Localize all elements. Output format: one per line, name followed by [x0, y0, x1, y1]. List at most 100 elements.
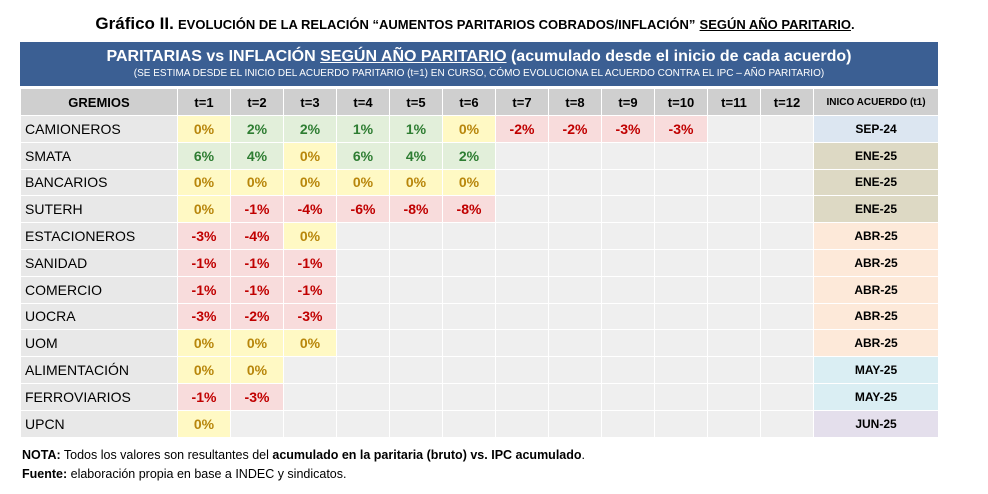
empty-cell [336, 382, 390, 411]
fuente-label: Fuente: [22, 467, 68, 481]
value-cell: 0% [177, 409, 231, 438]
column-header: t=3 [283, 88, 337, 116]
empty-cell [601, 275, 655, 304]
empty-cell [601, 222, 655, 250]
empty-cell [707, 248, 761, 277]
empty-cell [760, 409, 814, 438]
value-cell: -2% [495, 115, 549, 143]
inicio-acuerdo-cell: MAY-25 [813, 382, 939, 411]
empty-cell [654, 222, 708, 250]
value-cell: -3% [177, 222, 231, 250]
empty-cell [601, 409, 655, 438]
empty-cell [283, 409, 337, 438]
empty-cell [760, 248, 814, 277]
empty-cell [760, 195, 814, 224]
inicio-acuerdo-cell: ABR-25 [813, 329, 939, 358]
empty-cell [389, 302, 443, 331]
gremio-label: ALIMENTACIÓN [20, 356, 178, 384]
empty-cell [601, 356, 655, 384]
empty-cell [760, 222, 814, 250]
empty-cell [495, 302, 549, 331]
empty-cell [707, 141, 761, 170]
empty-cell [548, 195, 602, 224]
gremio-label: UOM [20, 329, 178, 358]
value-cell: 0% [283, 141, 337, 170]
empty-cell [760, 168, 814, 197]
banner-subtitle: (SE ESTIMA DESDE EL INICIO DEL ACUERDO P… [133, 68, 825, 79]
empty-cell [601, 302, 655, 331]
empty-cell [601, 382, 655, 411]
column-header: t=7 [495, 88, 549, 116]
empty-cell [760, 356, 814, 384]
value-cell: 4% [230, 141, 284, 170]
value-cell: -1% [230, 275, 284, 304]
column-header: t=10 [654, 88, 708, 116]
value-cell: -2% [230, 302, 284, 331]
empty-cell [760, 115, 814, 143]
value-cell: 0% [389, 168, 443, 197]
nota-bold1: acumulado en la paritaria (bruto) [272, 448, 467, 462]
value-cell: 0% [442, 115, 496, 143]
inicio-acuerdo-cell: ABR-25 [813, 302, 939, 331]
empty-cell [654, 248, 708, 277]
empty-cell [601, 195, 655, 224]
empty-cell [548, 248, 602, 277]
empty-cell [654, 195, 708, 224]
figure-title: Gráfico II. EVOLUCIÓN DE LA RELACIÓN “AU… [0, 14, 950, 34]
empty-cell [654, 329, 708, 358]
value-cell: 0% [177, 356, 231, 384]
column-header: t=5 [389, 88, 443, 116]
value-cell: 1% [389, 115, 443, 143]
empty-cell [707, 356, 761, 384]
empty-cell [230, 409, 284, 438]
nota-label: NOTA: [22, 448, 61, 462]
empty-cell [707, 382, 761, 411]
nota-end: . [581, 448, 585, 462]
gremio-label: FERROVIARIOS [20, 382, 178, 411]
empty-cell [601, 248, 655, 277]
empty-cell [548, 275, 602, 304]
inicio-acuerdo-cell: ABR-25 [813, 222, 939, 250]
gremio-label: SMATA [20, 141, 178, 170]
value-cell: -3% [601, 115, 655, 143]
column-header: t=2 [230, 88, 284, 116]
empty-cell [495, 329, 549, 358]
value-cell: 0% [230, 168, 284, 197]
value-cell: 0% [283, 329, 337, 358]
empty-cell [760, 329, 814, 358]
table-row: ALIMENTACIÓN 0% 0% MAY-25 [20, 356, 939, 384]
empty-cell [495, 222, 549, 250]
value-cell: -4% [283, 195, 337, 224]
table-row: SMATA 6% 4% 0% 6% 4% 2% ENE-25 [20, 141, 939, 170]
nota-line: NOTA: Todos los valores son resultantes … [22, 446, 585, 465]
empty-cell [707, 168, 761, 197]
empty-cell [707, 222, 761, 250]
table-header-row: GREMIOS t=1 t=2 t=3 t=4 t=5 t=6 t=7 t=8 t=9 t=10 t=… [20, 88, 939, 116]
empty-cell [442, 248, 496, 277]
value-cell: 2% [230, 115, 284, 143]
value-cell: 0% [177, 168, 231, 197]
empty-cell [283, 382, 337, 411]
column-header: t=1 [177, 88, 231, 116]
table-row: UPCN 0% JUN-25 [20, 409, 939, 438]
empty-cell [707, 409, 761, 438]
gremio-label: UOCRA [20, 302, 178, 331]
figure-title-text: EVOLUCIÓN DE LA RELACIÓN “AUMENTOS PARIT… [178, 17, 696, 32]
value-cell: 6% [336, 141, 390, 170]
column-header: t=8 [548, 88, 602, 116]
value-cell: -2% [548, 115, 602, 143]
empty-cell [442, 409, 496, 438]
gremio-label: SANIDAD [20, 248, 178, 277]
empty-cell [548, 168, 602, 197]
value-cell: 6% [177, 141, 231, 170]
empty-cell [389, 329, 443, 358]
value-cell: -1% [230, 248, 284, 277]
empty-cell [548, 141, 602, 170]
table-row: CAMIONEROS 0% 2% 2% 1% 1% 0% -2% -2% -3% -3% SEP-24 [20, 115, 939, 143]
value-cell: -1% [230, 195, 284, 224]
table-row: SANIDAD -1% -1% -1% ABR-25 [20, 248, 939, 277]
empty-cell [336, 409, 390, 438]
empty-cell [760, 302, 814, 331]
value-cell: 2% [283, 115, 337, 143]
value-cell: -3% [177, 302, 231, 331]
